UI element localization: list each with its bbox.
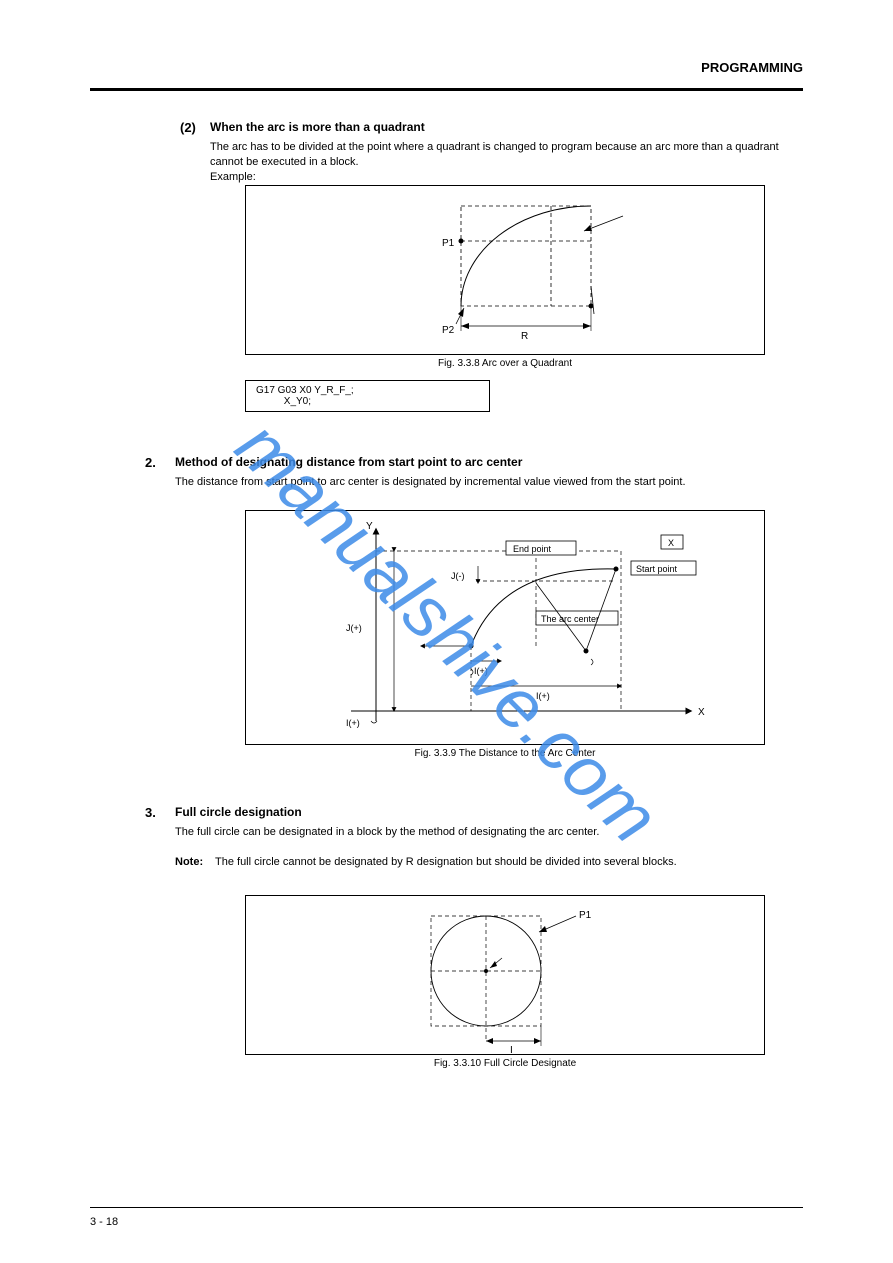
- svg-text:X: X: [698, 707, 705, 718]
- sec-a-num: (2): [180, 120, 196, 135]
- sec-a-example: Example:: [210, 170, 256, 185]
- header-rule: [90, 88, 803, 91]
- note-body: The full circle cannot be designated by …: [215, 855, 780, 870]
- svg-text:Start point: Start point: [636, 564, 678, 574]
- figure-c-box: P1 I: [245, 895, 765, 1055]
- figure-b-caption: Fig. 3.3.9 The Distance to the Arc Cente…: [245, 748, 765, 759]
- svg-text:I(+): I(+): [346, 718, 360, 728]
- code-text: G17 G03 X0 Y_R_F_; X_Y0;: [256, 385, 354, 407]
- svg-text:I(+): I(+): [474, 666, 488, 676]
- header-section-title: PROGRAMMING: [701, 60, 803, 75]
- figure-a-caption: Fig. 3.3.8 Arc over a Quadrant: [245, 358, 765, 369]
- fig-a-p2: P2: [442, 325, 455, 336]
- figure-c-caption: Fig. 3.3.10 Full Circle Designate: [245, 1058, 765, 1069]
- svg-text:End point: End point: [513, 544, 552, 554]
- figure-b-box: X Y End point Start point The arc center…: [245, 510, 765, 745]
- svg-text:I(+): I(+): [536, 691, 550, 701]
- figure-a-svg: P1 P2 R: [246, 186, 766, 356]
- sec-a-body: The arc has to be divided at the point w…: [210, 140, 780, 170]
- fig-a-p1: P1: [442, 238, 455, 249]
- sec-b-title: Method of designating distance from star…: [175, 455, 522, 469]
- svg-text:J(+): J(+): [346, 623, 362, 633]
- svg-text:P1: P1: [579, 910, 592, 921]
- code-block: G17 G03 X0 Y_R_F_; X_Y0;: [245, 380, 490, 412]
- svg-text:X: X: [668, 538, 674, 548]
- note-label: Note:: [175, 855, 203, 870]
- sec-a-title: When the arc is more than a quadrant: [210, 120, 425, 134]
- svg-text:I: I: [510, 1045, 513, 1056]
- page-container: PROGRAMMING (2) When the arc is more tha…: [0, 0, 893, 1263]
- footer-rule: [90, 1207, 803, 1208]
- figure-b-svg: X Y End point Start point The arc center…: [246, 511, 766, 746]
- svg-text:The arc center: The arc center: [541, 614, 599, 624]
- sec-c-body: The full circle can be designated in a b…: [175, 825, 780, 840]
- sec-c-num: 3.: [145, 805, 156, 820]
- svg-text:J(-): J(-): [451, 571, 465, 581]
- sec-c-title: Full circle designation: [175, 805, 302, 819]
- footer-page-number: 3 - 18: [90, 1216, 118, 1228]
- fig-a-r: R: [521, 331, 528, 342]
- svg-text:Y: Y: [366, 521, 373, 532]
- figure-c-svg: P1 I: [246, 896, 766, 1056]
- sec-b-num: 2.: [145, 455, 156, 470]
- sec-b-body: The distance from start point to arc cen…: [175, 475, 780, 490]
- figure-a-box: P1 P2 R: [245, 185, 765, 355]
